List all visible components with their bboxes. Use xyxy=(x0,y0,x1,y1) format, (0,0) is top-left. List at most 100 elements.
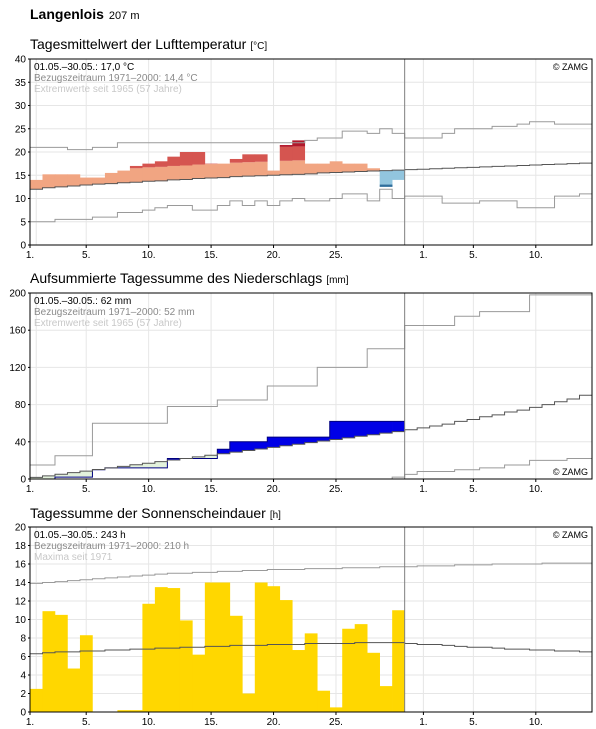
temperature-bar xyxy=(67,174,81,186)
sunshine-bar xyxy=(329,707,343,712)
precipitation-bar xyxy=(204,455,218,459)
precipitation-unit: [mm] xyxy=(326,275,349,286)
sunshine-bar xyxy=(317,690,331,712)
sunshine-bar xyxy=(42,611,56,712)
temperature-y-tick-label: 10 xyxy=(15,194,27,205)
sunshine-y-tick-label: 18 xyxy=(15,541,27,552)
temperature-bar xyxy=(254,161,268,176)
station-name: Langenlois xyxy=(30,6,104,22)
sunshine-bar xyxy=(217,582,231,712)
precipitation-credit: © ZAMG xyxy=(553,467,588,477)
precipitation-bar xyxy=(217,449,231,454)
temperature-x-tick-label: 10. xyxy=(529,250,543,261)
precipitation-stat-reference: Bezugszeitraum 1971–2000: 52 mm xyxy=(34,307,195,318)
sunshine-bar xyxy=(154,587,168,712)
temperature-bar xyxy=(142,167,156,182)
sunshine-y-tick-label: 6 xyxy=(20,652,26,663)
sunshine-chart: 0 2 4 6 8 10 12 14 16 18 20 1. 5. 10. 15. 20. 25. 1. 5. 10.… xyxy=(15,523,593,728)
precipitation-panel-title: Aufsummierte Tagessumme des Niederschlag… xyxy=(30,270,349,286)
temperature-max-extreme-line xyxy=(30,121,592,151)
sunshine-x-tick-label: 5. xyxy=(82,717,90,728)
temperature-x-tick-label: 5. xyxy=(82,250,90,261)
precipitation-x-tick-label: 25. xyxy=(329,484,343,495)
sunshine-y-tick-label: 16 xyxy=(15,560,27,571)
sunshine-bar xyxy=(279,600,293,712)
temperature-bar xyxy=(117,170,131,183)
precipitation-x-tick-label: 10. xyxy=(529,484,543,495)
precipitation-x-tick-label: 10. xyxy=(142,484,156,495)
sunshine-bar xyxy=(142,603,156,712)
temperature-bar xyxy=(79,177,93,186)
sunshine-bar xyxy=(354,624,368,712)
temperature-bar xyxy=(192,152,206,165)
precipitation-bar xyxy=(192,456,206,459)
precipitation-bar xyxy=(167,458,181,461)
sunshine-bar xyxy=(67,668,81,712)
temperature-unit: [°C] xyxy=(250,41,268,52)
precipitation-reference-line xyxy=(30,394,592,478)
precipitation-bar xyxy=(242,441,256,451)
temperature-bar xyxy=(167,165,181,180)
temperature-bar xyxy=(367,168,380,172)
temperature-y-tick-label: 40 xyxy=(15,55,27,66)
precipitation-bar xyxy=(42,475,56,479)
precipitation-bar xyxy=(254,441,268,449)
precipitation-title-text: Aufsummierte Tagessumme des Niederschlag… xyxy=(30,270,323,286)
sunshine-credit: © ZAMG xyxy=(553,530,588,540)
precipitation-bar xyxy=(154,461,168,468)
temperature-x-tick-label: 1. xyxy=(26,250,34,261)
sunshine-bar xyxy=(367,652,380,712)
sunshine-bar xyxy=(392,610,405,712)
precipitation-bar xyxy=(79,471,93,478)
precipitation-x-tick-label: 1. xyxy=(26,484,34,495)
precipitation-bar xyxy=(342,421,356,438)
precipitation-x-tick-label: 5. xyxy=(82,484,90,495)
temperature-bar xyxy=(379,184,393,187)
precipitation-x-tick-label: 1. xyxy=(419,484,427,495)
precipitation-plot-frame xyxy=(29,292,593,480)
temperature-bar xyxy=(154,161,168,167)
temperature-bar xyxy=(254,154,268,162)
temperature-y-tick-label: 25 xyxy=(15,124,27,135)
sunshine-y-tick-label: 14 xyxy=(15,578,27,589)
temperature-bar xyxy=(92,177,106,185)
precipitation-y-tick-label: 40 xyxy=(15,437,27,448)
sunshine-y-tick-label: 20 xyxy=(15,523,27,534)
sunshine-x-tick-label: 25. xyxy=(329,717,343,728)
temperature-y-tick-label: 15 xyxy=(15,171,27,182)
temperature-y-tick-label: 0 xyxy=(20,241,26,252)
precipitation-bar xyxy=(54,474,68,478)
precipitation-bar xyxy=(292,437,306,445)
temperature-bar xyxy=(267,170,281,176)
temperature-reference-line xyxy=(30,162,592,190)
sunshine-x-tick-label: 1. xyxy=(419,717,427,728)
sunshine-bar xyxy=(242,693,256,712)
temperature-y-tick-label: 5 xyxy=(20,217,26,228)
sunshine-y-tick-label: 4 xyxy=(20,671,26,682)
temperature-credit: © ZAMG xyxy=(553,62,588,72)
temperature-bar xyxy=(42,174,56,188)
sunshine-y-tick-label: 10 xyxy=(15,615,27,626)
sunshine-bar xyxy=(292,650,306,712)
sunshine-bar xyxy=(192,654,206,712)
temperature-bar xyxy=(279,146,293,161)
precipitation-chart: 0 40 80 120 160 200 1. 5. 10. 15. 20. 25. 1. 5. 10. 01.… xyxy=(9,289,593,495)
sunshine-bar xyxy=(167,588,181,712)
temperature-stat-extremes: Extremwerte seit 1965 (57 Jahre) xyxy=(34,84,182,95)
precipitation-stat-extremes: Extremwerte seit 1965 (57 Jahre) xyxy=(34,318,182,329)
temperature-bar xyxy=(379,170,393,185)
temperature-x-tick-label: 1. xyxy=(419,250,427,261)
precipitation-bar xyxy=(304,437,318,443)
temperature-x-tick-label: 10. xyxy=(142,250,156,261)
temperature-x-tick-label: 20. xyxy=(267,250,281,261)
temperature-bar xyxy=(354,163,368,172)
sunshine-x-tick-label: 10. xyxy=(529,717,543,728)
sunshine-x-tick-label: 5. xyxy=(469,717,477,728)
temperature-bar xyxy=(30,179,43,190)
temperature-bar xyxy=(167,156,181,166)
temperature-plot-frame xyxy=(29,58,593,246)
temperature-bar xyxy=(329,161,343,173)
sunshine-stat-current: 01.05.–30.05.: 243 h xyxy=(34,530,126,541)
sunshine-y-tick-label: 0 xyxy=(20,708,26,719)
temperature-bar xyxy=(292,160,306,175)
